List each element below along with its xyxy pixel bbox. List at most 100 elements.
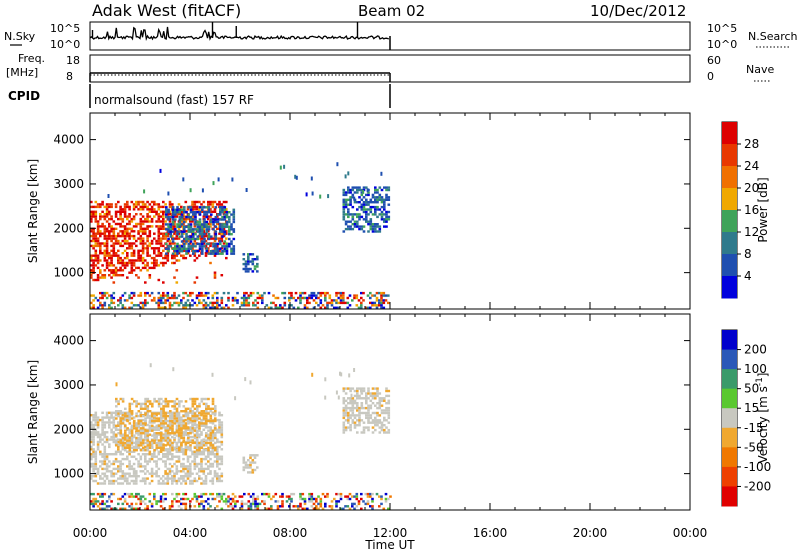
echo-cell (94, 502, 98, 506)
echo-cell (258, 294, 262, 297)
echo-cell (168, 203, 172, 206)
echo-cell (144, 402, 147, 406)
echo-cell (166, 448, 170, 451)
echo-cell (110, 482, 113, 485)
echo-cell (198, 429, 201, 432)
echo-cell (184, 441, 188, 445)
echo-cell (299, 294, 302, 297)
echo-cell (184, 479, 188, 483)
echo-cell (221, 252, 224, 255)
echo-cell (177, 440, 181, 444)
echo-cell (369, 223, 373, 226)
echo-cell (121, 462, 125, 466)
echo-cell (351, 299, 354, 302)
echo-cell (189, 223, 193, 226)
echo-cell (155, 264, 158, 267)
echo-cell (105, 475, 109, 478)
echo-cell (369, 399, 373, 402)
echo-cell (132, 479, 136, 483)
echo-cell (184, 306, 188, 309)
echo-cell (173, 405, 177, 408)
echo-cell (177, 414, 181, 417)
echo-cell (139, 208, 143, 211)
echo-cell (209, 465, 212, 468)
echo-cell (132, 234, 136, 238)
echo-cell (175, 465, 179, 468)
echo-cell (365, 397, 368, 400)
colorbar-segment (722, 349, 737, 370)
echo-cell (261, 299, 264, 302)
echo-cell (121, 434, 125, 437)
echo-cell (376, 208, 379, 211)
echo-cell (162, 492, 165, 496)
echo-cell (201, 233, 204, 236)
echo-cell (243, 301, 246, 305)
echo-cell (360, 215, 364, 219)
echo-cell (148, 203, 152, 206)
echo-cell (123, 443, 127, 446)
echo-cell (101, 232, 104, 235)
echo-cell (371, 402, 375, 405)
echo-cell (209, 436, 213, 440)
echo-cell (103, 453, 107, 456)
echo-cell (96, 443, 100, 446)
echo-cell (107, 194, 110, 198)
echo-cell (90, 205, 93, 209)
echo-cell (349, 213, 352, 216)
echo-cell (160, 444, 163, 447)
echo-cell (387, 203, 391, 206)
echo-cell (283, 291, 287, 295)
echo-cell (144, 405, 147, 408)
echo-cell (209, 419, 213, 423)
echo-cell (166, 232, 170, 235)
echo-cell (351, 505, 354, 508)
echo-cell (132, 416, 136, 419)
echo-cell (376, 389, 379, 393)
echo-cell (119, 301, 122, 305)
echo-cell (123, 256, 127, 260)
echo-cell (130, 446, 134, 449)
echo-cell (310, 497, 314, 501)
echo-cell (90, 301, 93, 305)
echo-cell (357, 299, 361, 302)
echo-cell (349, 409, 352, 412)
echo-cell (218, 467, 221, 471)
echo-cell (207, 429, 210, 432)
echo-cell (150, 210, 154, 213)
echo-cell (137, 222, 140, 226)
echo-cell (227, 505, 230, 508)
echo-cell (216, 438, 219, 441)
echo-cell (132, 230, 136, 233)
echo-cell (209, 237, 212, 240)
echo-cell (126, 455, 129, 458)
echo-cell (184, 465, 188, 468)
echo-cell (174, 247, 177, 250)
echo-cell (171, 417, 174, 420)
echo-cell (195, 495, 199, 498)
echo-cell (132, 249, 136, 252)
echo-cell (105, 266, 109, 270)
echo-cell (225, 500, 228, 503)
echo-cell (232, 220, 236, 224)
echo-cell (164, 261, 167, 265)
echo-cell (150, 225, 154, 228)
echo-cell (356, 215, 359, 219)
echo-cell (141, 479, 145, 483)
echo-cell (124, 446, 127, 449)
echo-cell (183, 225, 186, 228)
echo-cell (180, 410, 183, 413)
echo-cell (214, 427, 217, 430)
echo-cell (173, 412, 177, 415)
echo-cell (114, 254, 118, 257)
echo-cell (232, 245, 236, 248)
echo-cell (112, 421, 116, 424)
echo-cell (92, 230, 95, 233)
echo-cell (128, 205, 131, 209)
echo-cell (189, 237, 193, 241)
echo-cell (180, 250, 184, 253)
echo-cell (157, 247, 161, 250)
echo-cell (90, 453, 93, 456)
echo-cell (209, 462, 212, 466)
echo-cell (378, 193, 382, 197)
echo-cell (247, 296, 251, 300)
